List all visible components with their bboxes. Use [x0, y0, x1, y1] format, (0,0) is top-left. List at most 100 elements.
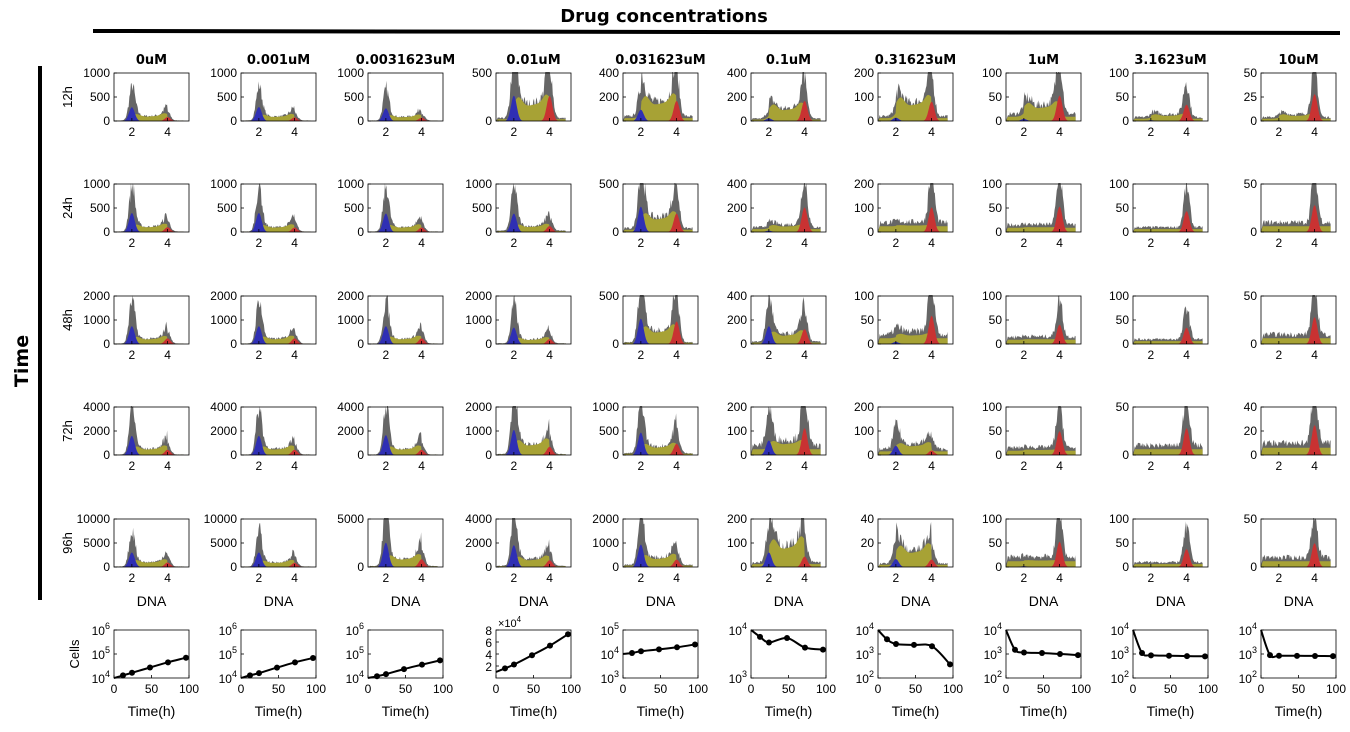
growth-x-tick-label: 100	[561, 682, 581, 696]
tick-exponent: 2	[997, 669, 1002, 679]
y-tick-label: 0	[230, 337, 237, 351]
panel-frame	[367, 295, 444, 345]
histogram-panel: 0 25 50 2 4	[1244, 66, 1337, 139]
panel-frame	[113, 295, 190, 345]
panel-frame	[495, 183, 572, 233]
y-tick-label: 500	[90, 90, 110, 104]
growth-point	[1330, 653, 1336, 660]
panel-frame	[113, 72, 190, 122]
histogram-g2m-phase	[878, 207, 948, 232]
growth-x-label: Time(h)	[510, 703, 558, 719]
histogram-g1-phase	[496, 327, 566, 344]
y-tick-label: 0	[1122, 225, 1129, 239]
y-tick-label: 5000	[83, 536, 110, 550]
tick-exponent: 2	[869, 669, 874, 679]
y-tick-label: 500	[599, 289, 619, 303]
y-tick-label: 400	[727, 289, 747, 303]
x-tick-label: 2	[638, 236, 645, 250]
histogram-total	[241, 183, 311, 232]
tick-exponent: 6	[105, 621, 110, 631]
y-tick-label: 10000	[77, 512, 111, 526]
histogram-panel: 0 5000 2 4 DNA	[337, 512, 444, 609]
x-tick-label: 4	[801, 459, 808, 473]
y-tick-label: 0	[357, 337, 364, 351]
x-tick-label: 4	[418, 459, 425, 473]
growth-x-tick-label: 50	[145, 682, 159, 696]
growth-y-tick-label: 105	[92, 645, 110, 662]
histogram-g1-phase	[496, 213, 566, 232]
histogram-panel: 0 50 2 4 DNA	[1244, 512, 1337, 609]
y-tick-label: 200	[854, 400, 874, 414]
growth-y-tick-label: 103	[856, 645, 874, 662]
y-tick-label: 50	[1116, 400, 1130, 414]
histogram-g2m-phase	[1261, 317, 1331, 344]
growth-point	[1276, 652, 1282, 659]
growth-point	[1012, 646, 1018, 653]
x-tick-label: 2	[1021, 236, 1028, 250]
y-tick-label: 5000	[210, 536, 237, 550]
y-tick-label: 0	[995, 114, 1002, 128]
histogram-g1-phase	[878, 117, 948, 121]
panel-frame	[367, 183, 444, 233]
figure-title: Drug concentrations	[560, 6, 768, 27]
growth-point	[1184, 653, 1190, 660]
growth-x-tick-label: 50	[527, 682, 541, 696]
growth-y-tick-label: 105	[601, 621, 619, 638]
histogram-g1-phase	[751, 118, 821, 121]
growth-point	[183, 654, 189, 661]
x-tick-label: 2	[511, 459, 518, 473]
histogram-total	[496, 295, 566, 344]
panel-frame	[240, 406, 317, 456]
histogram-panel: 0 100 200 2 4	[854, 66, 954, 139]
y-tick-label: 0	[612, 337, 619, 351]
histogram-panel: 0 2000 4000 2 4	[210, 400, 317, 473]
x-axis-label: DNA	[1284, 593, 1314, 609]
growth-point	[1039, 650, 1045, 657]
y-tick-label: 100	[1109, 177, 1129, 191]
histogram-g1-phase	[878, 559, 948, 567]
histogram-panel: 0 50 100 2 4	[982, 66, 1082, 139]
histogram-g2m-phase	[623, 321, 693, 344]
histogram-total	[368, 80, 438, 121]
growth-x-tick-label: 50	[1164, 682, 1178, 696]
x-tick-label: 4	[546, 348, 553, 362]
histogram-panel: 0 50 100 2 4	[1109, 177, 1209, 250]
y-tick-label: 0	[230, 225, 237, 239]
y-tick-label: 40	[861, 512, 875, 526]
y-tick-label: 0	[1250, 448, 1257, 462]
y-tick-label: 0	[1122, 337, 1129, 351]
x-tick-label: 4	[1183, 236, 1190, 250]
histogram-g1-phase	[623, 109, 693, 121]
histogram-g2m-phase	[1133, 428, 1203, 455]
tick-exponent: 2	[1252, 669, 1257, 679]
x-tick-label: 2	[511, 571, 518, 585]
column-header: 0.001uM	[247, 53, 310, 68]
x-tick-label: 2	[1148, 125, 1155, 139]
y-tick-label: 0	[740, 448, 747, 462]
panel-frame	[1260, 295, 1337, 345]
growth-point	[929, 643, 935, 650]
y-tick-label: 2000	[465, 400, 492, 414]
y-tick-label: 0	[995, 225, 1002, 239]
y-tick-label: 0	[230, 560, 237, 574]
x-tick-label: 4	[291, 236, 298, 250]
histogram-panel: 0 100 200 2 4 DNA	[727, 512, 827, 609]
growth-frame	[240, 629, 317, 679]
panel-frame	[1132, 406, 1209, 456]
panel-frame	[367, 406, 444, 456]
histogram-g1-phase	[241, 435, 311, 455]
histogram-g2m-phase	[623, 101, 693, 121]
growth-point	[692, 641, 698, 648]
growth-y-tick-label: 104	[601, 645, 619, 662]
y-tick-label: 50	[1116, 201, 1130, 215]
growth-y-tick-label: 103	[1111, 645, 1129, 662]
histogram-panel: 0 500 1000 2 4	[465, 177, 572, 250]
y-tick-label: 1000	[592, 400, 619, 414]
growth-point	[947, 661, 953, 668]
y-tick-label: 50	[1116, 536, 1130, 550]
histogram-panel: 0 1000 2000 2 4	[337, 289, 444, 362]
panel-frame	[240, 183, 317, 233]
x-tick-label: 4	[291, 459, 298, 473]
histogram-g2m-phase	[1006, 541, 1076, 567]
